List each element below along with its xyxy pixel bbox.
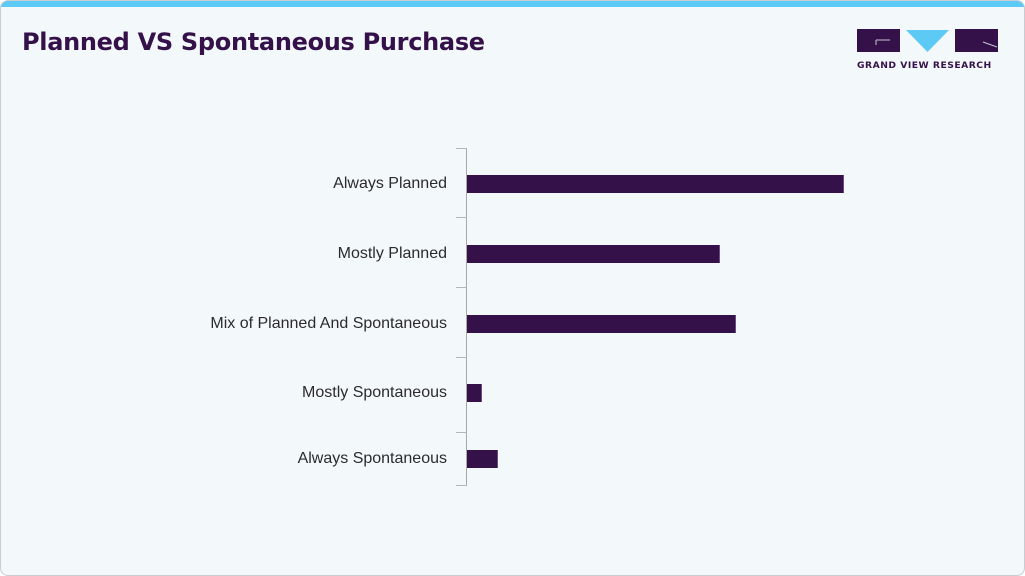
bar — [467, 245, 720, 263]
bar — [467, 450, 498, 468]
top-accent-strip — [1, 1, 1024, 7]
axis-tick — [456, 357, 467, 358]
category-label: Always Spontaneous — [297, 450, 447, 467]
axis-tick — [456, 485, 467, 486]
axis-tick — [456, 287, 467, 288]
axis-tick — [456, 148, 467, 149]
axis-tick — [456, 432, 467, 433]
grand-view-research-logo: GRAND VIEW RESEARCH — [857, 29, 999, 71]
category-axis-line — [466, 148, 467, 486]
logo-text: GRAND VIEW RESEARCH — [857, 60, 992, 71]
category-label: Mostly Planned — [337, 245, 447, 262]
category-label: Mix of Planned And Spontaneous — [210, 315, 447, 332]
gvr-logo-icon — [857, 29, 998, 52]
axis-tick — [456, 217, 467, 218]
bar — [467, 175, 844, 193]
bar — [467, 315, 736, 333]
category-label: Mostly Spontaneous — [302, 384, 447, 401]
chart-title: Planned VS Spontaneous Purchase — [22, 28, 485, 56]
category-label: Always Planned — [333, 175, 447, 192]
bar — [467, 384, 482, 402]
